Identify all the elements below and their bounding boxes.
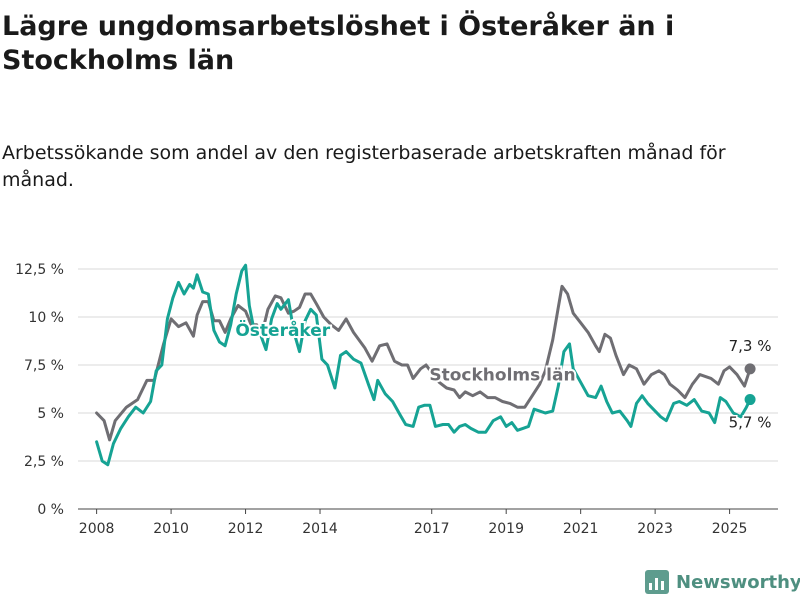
- x-tick-label: 2025: [712, 521, 748, 537]
- series-label-osteraker: Österåker: [235, 319, 330, 341]
- x-tick-label: 2019: [488, 521, 524, 537]
- end-marker-osteraker: [744, 394, 756, 406]
- x-tick-label: 2017: [414, 521, 450, 537]
- series-line-stockholm: [95, 284, 752, 442]
- brand-name: Newsworthy: [676, 571, 800, 593]
- y-tick-label: 12,5 %: [15, 262, 64, 278]
- y-tick-label: 7,5 %: [24, 358, 64, 374]
- newsworthy-logo: Newsworthy: [645, 570, 800, 594]
- line-chart: 0 % 2,5 % 5 % 7,5 % 10 % 12,5 % 2008 2010 2012 20…: [15, 262, 778, 537]
- label-layer: Stockholms län 7,3 % Österåker 5,7 %: [233, 317, 773, 433]
- chart-title: Lägre ungdomsarbetslöshet i Österåker än…: [2, 11, 675, 76]
- bar-chart-icon: [645, 570, 669, 594]
- y-tick-label: 10 %: [28, 310, 64, 326]
- grid-layer: [78, 268, 778, 510]
- x-tick-label: 2023: [637, 521, 673, 537]
- y-tick-label: 0 %: [37, 502, 64, 518]
- series-line-osteraker: [95, 263, 752, 467]
- x-tick-label: 2010: [153, 521, 189, 537]
- y-tick-label: 2,5 %: [24, 454, 64, 470]
- x-tick-label: 2008: [79, 521, 115, 537]
- x-tick-label: 2021: [563, 521, 599, 537]
- axis-layer: 0 % 2,5 % 5 % 7,5 % 10 % 12,5 % 2008 2010 2012 20…: [15, 262, 747, 537]
- series-label-stockholm: Stockholms län: [429, 365, 575, 385]
- y-tick-label: 5 %: [37, 406, 64, 422]
- chart-subtitle: Arbetssökande som andel av den registerb…: [2, 142, 726, 191]
- x-tick-label: 2012: [228, 521, 264, 537]
- x-tick-label: 2014: [302, 521, 338, 537]
- end-marker-stockholm: [744, 363, 756, 375]
- series-layer: [95, 263, 756, 467]
- end-value-label-osteraker: 5,7 %: [729, 414, 772, 432]
- end-value-label-stockholm: 7,3 %: [729, 337, 772, 355]
